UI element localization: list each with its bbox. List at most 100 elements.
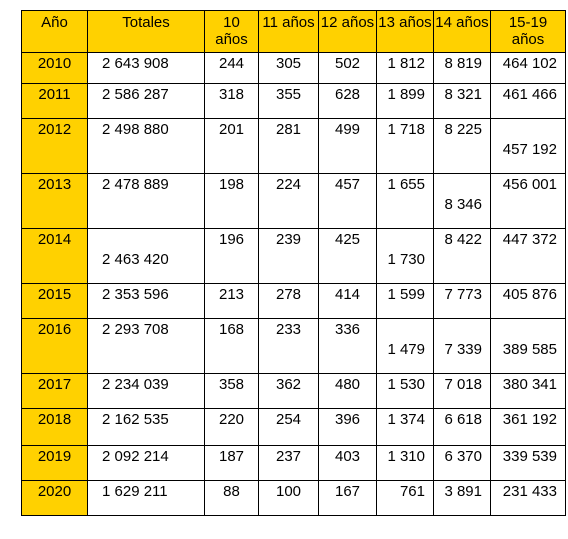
cell-value: 336 <box>334 321 361 338</box>
cell-value: 278 <box>275 286 302 303</box>
cell-12: 403 <box>318 445 377 481</box>
cell-15-19: 461 466 <box>490 83 566 119</box>
cell-13: 1 899 <box>376 83 434 119</box>
cell-value: 2 463 420 <box>102 251 169 268</box>
cell-value: 499 <box>334 121 361 138</box>
cell-10: 213 <box>204 283 259 319</box>
cell-value: 8 346 <box>444 196 482 213</box>
cell-value: 2 092 214 <box>102 448 169 465</box>
cell-15-19: 339 539 <box>490 445 566 481</box>
cell-value: 8 422 <box>444 231 482 248</box>
cell-14: 8 819 <box>433 52 491 84</box>
cell-11: 100 <box>258 480 319 516</box>
cell-11: 254 <box>258 408 319 446</box>
cell-value: 168 <box>218 321 245 338</box>
cell-value: 88 <box>223 483 240 500</box>
cell-13: 1 718 <box>376 118 434 174</box>
cell-value: 1 479 <box>387 341 425 358</box>
cell-value: 244 <box>218 55 245 72</box>
cell-value: 396 <box>334 411 361 428</box>
cell-value: 254 <box>275 411 302 428</box>
cell-value: 196 <box>218 231 245 248</box>
cell-13: 1 730 <box>376 228 434 284</box>
cell-value: 7 339 <box>444 341 482 358</box>
cell-10: 168 <box>204 318 259 374</box>
cell-13: 1 812 <box>376 52 434 84</box>
cell-total: 2 353 596 <box>87 283 205 319</box>
cell-11: 362 <box>258 373 319 409</box>
cell-15-19: 389 585 <box>490 318 566 374</box>
cell-value: 761 <box>399 483 425 500</box>
cell-total: 1 629 211 <box>87 480 205 516</box>
cell-value: 1 374 <box>387 411 425 428</box>
cell-year: 2019 <box>21 445 88 481</box>
header-12: 12 años <box>318 10 377 53</box>
cell-value: 457 <box>334 176 361 193</box>
cell-value: 220 <box>218 411 245 428</box>
cell-12: 425 <box>318 228 377 284</box>
cell-value: 2 293 708 <box>102 321 169 338</box>
cell-11: 281 <box>258 118 319 174</box>
cell-year: 2010 <box>21 52 88 84</box>
cell-value: 201 <box>218 121 245 138</box>
cell-value: 405 876 <box>502 286 557 303</box>
cell-15-19: 464 102 <box>490 52 566 84</box>
cell-15-19: 231 433 <box>490 480 566 516</box>
cell-value: 361 192 <box>502 411 557 428</box>
cell-10: 198 <box>204 173 259 229</box>
cell-10: 187 <box>204 445 259 481</box>
cell-value: 2 162 535 <box>102 411 169 428</box>
cell-14: 3 891 <box>433 480 491 516</box>
cell-value: 355 <box>275 86 302 103</box>
cell-14: 8 321 <box>433 83 491 119</box>
cell-year: 2015 <box>21 283 88 319</box>
cell-13: 1 599 <box>376 283 434 319</box>
cell-11: 224 <box>258 173 319 229</box>
cell-12: 628 <box>318 83 377 119</box>
cell-value: 224 <box>275 176 302 193</box>
cell-11: 305 <box>258 52 319 84</box>
cell-value: 339 539 <box>502 448 557 465</box>
table-row: 2010 2 643 908 244 305 502 1 812 8 819 464 102 <box>21 52 566 84</box>
cell-total: 2 234 039 <box>87 373 205 409</box>
cell-10: 201 <box>204 118 259 174</box>
cell-13: 1 374 <box>376 408 434 446</box>
cell-year: 2020 <box>21 480 88 516</box>
cell-11: 278 <box>258 283 319 319</box>
cell-total: 2 586 287 <box>87 83 205 119</box>
cell-value: 6 618 <box>444 411 482 428</box>
cell-12: 499 <box>318 118 377 174</box>
cell-value: 456 001 <box>502 176 557 193</box>
cell-15-19: 456 001 <box>490 173 566 229</box>
cell-total: 2 463 420 <box>87 228 205 284</box>
header-14: 14 años <box>433 10 491 53</box>
cell-value: 362 <box>275 376 302 393</box>
cell-14: 8 346 <box>433 173 491 229</box>
cell-value: 8 321 <box>444 86 482 103</box>
cell-14: 6 370 <box>433 445 491 481</box>
cell-value: 425 <box>334 231 361 248</box>
cell-15-19: 361 192 <box>490 408 566 446</box>
cell-value: 305 <box>275 55 302 72</box>
table-row: 2011 2 586 287 318 355 628 1 899 8 321 461 466 <box>21 83 566 119</box>
cell-14: 6 618 <box>433 408 491 446</box>
cell-value: 3 891 <box>444 483 482 500</box>
cell-value: 6 370 <box>444 448 482 465</box>
cell-value: 7 773 <box>444 286 482 303</box>
cell-value: 198 <box>218 176 245 193</box>
cell-year: 2016 <box>21 318 88 374</box>
cell-10: 220 <box>204 408 259 446</box>
cell-value: 1 812 <box>387 55 425 72</box>
cell-value: 1 629 211 <box>102 483 168 500</box>
header-11: 11 años <box>258 10 319 53</box>
cell-15-19: 447 372 <box>490 228 566 284</box>
table-body: 2010 2 643 908 244 305 502 1 812 8 819 464 102 2… <box>21 52 566 516</box>
cell-value: 213 <box>218 286 245 303</box>
cell-14: 7 018 <box>433 373 491 409</box>
cell-value: 2 643 908 <box>102 55 169 72</box>
cell-total: 2 478 889 <box>87 173 205 229</box>
table-row: 2015 2 353 596 213 278 414 1 599 7 773 405 876 <box>21 283 566 319</box>
header-15-19: 15-19 años <box>490 10 566 53</box>
cell-11: 233 <box>258 318 319 374</box>
cell-total: 2 498 880 <box>87 118 205 174</box>
